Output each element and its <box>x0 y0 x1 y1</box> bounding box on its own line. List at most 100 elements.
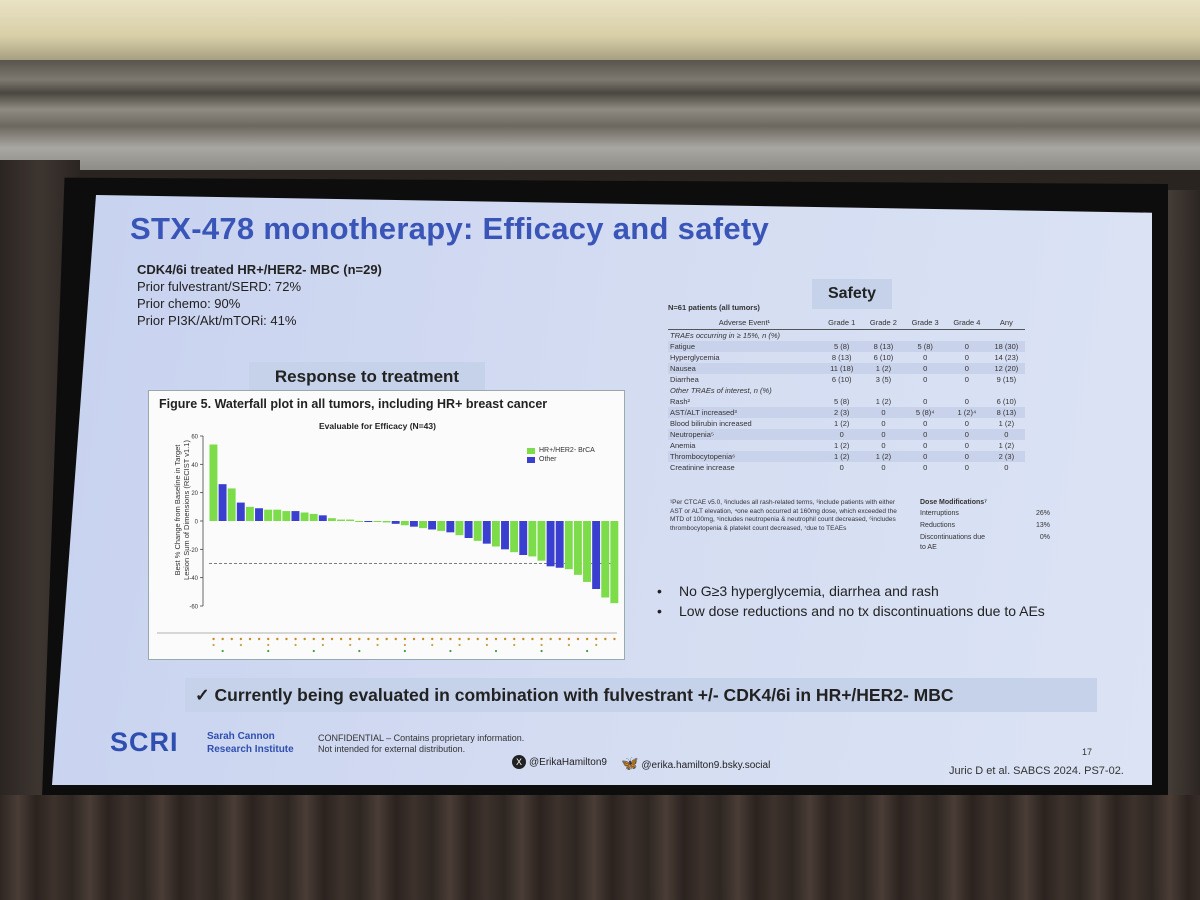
annotation-marker <box>540 637 543 641</box>
waterfall-bar <box>318 515 327 521</box>
bullet-text: No G≥3 hyperglycemia, diarrhea and rash <box>679 583 939 599</box>
ae-cell: 0 <box>946 363 988 374</box>
ae-cell: 0 <box>946 341 988 352</box>
waterfall-bar <box>327 518 336 521</box>
institute-line: Research Institute <box>207 744 294 755</box>
y-tick-label: 60 <box>191 435 198 441</box>
annotation-marker <box>522 637 525 641</box>
dose-modifications: Dose Modifications⁷ Interruptions 26% Red… <box>920 499 1050 555</box>
waterfall-bar <box>482 521 491 544</box>
waterfall-bar <box>409 521 418 527</box>
waterfall-bar <box>245 506 254 521</box>
ae-cell: 0 <box>964 441 969 450</box>
ae-cell <box>904 330 946 342</box>
ae-cell: 11 (18) <box>820 363 863 374</box>
annotation-marker <box>403 637 407 641</box>
ae-table-body: TRAEs occurring in ≥ 15%, n (%) Fatigue 5 … <box>668 330 1025 474</box>
table-row: AST/ALT increased³ 2 (3) 0 5 (8)⁴ 1 (2)⁴ 8 (1… <box>668 407 1025 418</box>
ae-cell: 0 <box>923 375 928 384</box>
table-row: Fatigue 5 (8) 8 (13) 5 (8) 0 18 (30) <box>668 341 1025 352</box>
bullet-item: • Low dose reductions and no tx discontin… <box>657 601 1045 621</box>
waterfall-bar <box>391 521 400 524</box>
ae-cell: 1 (2) <box>834 419 850 428</box>
col-header: Grade 1 <box>820 316 863 330</box>
ae-cell: 0 <box>923 353 928 362</box>
ae-cell: 0 <box>904 429 947 440</box>
table-row: TRAEs occurring in ≥ 15%, n (%) <box>668 330 1025 342</box>
conclusion-banner: ✓ Currently being evaluated in combinati… <box>185 678 1097 712</box>
waterfall-bar <box>300 512 309 521</box>
ae-cell <box>821 385 863 396</box>
annotation-marker <box>585 637 589 641</box>
annotation-marker <box>595 643 598 647</box>
cohort-summary: CDK4/6i treated HR+/HER2- MBC (n=29) Pri… <box>137 261 382 329</box>
ae-label: Nausea <box>668 363 821 374</box>
col-header: Grade 4 <box>946 316 988 330</box>
table-row: Diarrhea 6 (10) 3 (5) 0 0 9 (15) <box>668 374 1025 385</box>
annotation-marker <box>494 637 498 641</box>
waterfall-bar <box>601 521 610 598</box>
ae-cell: 1 (2) <box>998 441 1015 450</box>
waterfall-bar <box>537 521 546 561</box>
annotation-marker <box>513 637 516 641</box>
projected-slide: STX-478 monotherapy: Efficacy and safety… <box>52 195 1152 785</box>
annotation-marker <box>267 649 270 653</box>
dose-mod-row: Interruptions 26% <box>920 509 1050 519</box>
ae-cell <box>946 385 988 396</box>
annotation-marker <box>358 637 361 641</box>
annotation-marker <box>540 649 543 653</box>
annotation-marker <box>267 643 270 647</box>
dose-mod-value: 0% <box>1039 534 1050 541</box>
col-header: Grade 2 <box>862 316 905 330</box>
annotation-marker <box>449 637 452 641</box>
waterfall-bar <box>400 521 409 526</box>
x-handle: X @ErikaHamilton9 <box>512 755 607 772</box>
annotation-marker <box>239 637 243 641</box>
ae-cell: 0 <box>904 451 947 462</box>
waterfall-bar <box>446 521 455 533</box>
x-handle-text: @ErikaHamilton9 <box>529 757 607 768</box>
ae-cell <box>821 330 863 342</box>
ae-cell: 6 (10) <box>873 353 894 362</box>
bluesky-handle: 🦋 @erika.hamilton9.bsky.social <box>621 755 770 772</box>
waterfall-bar <box>473 521 482 541</box>
legend-label: Other <box>539 456 557 463</box>
annotation-marker <box>394 637 397 641</box>
ae-cell: 0 <box>964 353 969 362</box>
ae-cell: 0 <box>881 419 886 428</box>
annotation-marker <box>458 637 461 641</box>
ae-cell: 0 <box>1004 463 1009 472</box>
table-row: Thrombocytopenia⁶ 1 (2) 1 (2) 0 0 2 (3) <box>668 451 1025 462</box>
table-row: Hyperglycemia 8 (13) 6 (10) 0 0 14 (23) <box>668 352 1025 363</box>
waterfall-bar <box>573 521 582 575</box>
dose-mod-row: Discontinuations due to AE 0% <box>920 533 1050 553</box>
annotation-marker <box>257 637 261 641</box>
institute-line: Sarah Cannon <box>207 731 275 742</box>
dose-mod-value: 26% <box>1035 510 1050 517</box>
cohort-line: Prior chemo: 90% <box>137 296 241 311</box>
waterfall-bar <box>419 521 427 529</box>
ae-label: AST/ALT increased³ <box>668 407 821 418</box>
annotation-marker <box>604 637 607 641</box>
annotation-marker <box>458 643 461 647</box>
confidential-line: Not intended for external distribution. <box>318 744 466 754</box>
ae-cell: 0 <box>881 441 886 450</box>
ae-label: Hyperglycemia <box>670 353 720 362</box>
col-header: Any <box>987 316 1025 330</box>
ae-cell: 1 (2) <box>820 451 863 462</box>
ae-cell: 0 <box>923 463 928 472</box>
ae-cell <box>863 385 905 396</box>
annotation-marker <box>595 637 598 641</box>
response-label: Response to treatment <box>249 362 485 392</box>
annotation-marker <box>267 637 270 641</box>
ae-cell: 5 (8) <box>904 341 947 352</box>
ae-cell <box>988 385 1025 396</box>
annotation-marker <box>248 637 252 641</box>
annotation-marker <box>503 637 507 641</box>
waterfall-bar <box>428 521 437 530</box>
slide-title: STX-478 monotherapy: Efficacy and safety <box>130 211 770 246</box>
ae-cell: 8 (13) <box>987 407 1025 418</box>
annotation-marker <box>285 637 288 641</box>
ae-cell: 18 (30) <box>987 341 1025 352</box>
annotation-marker <box>412 637 416 641</box>
